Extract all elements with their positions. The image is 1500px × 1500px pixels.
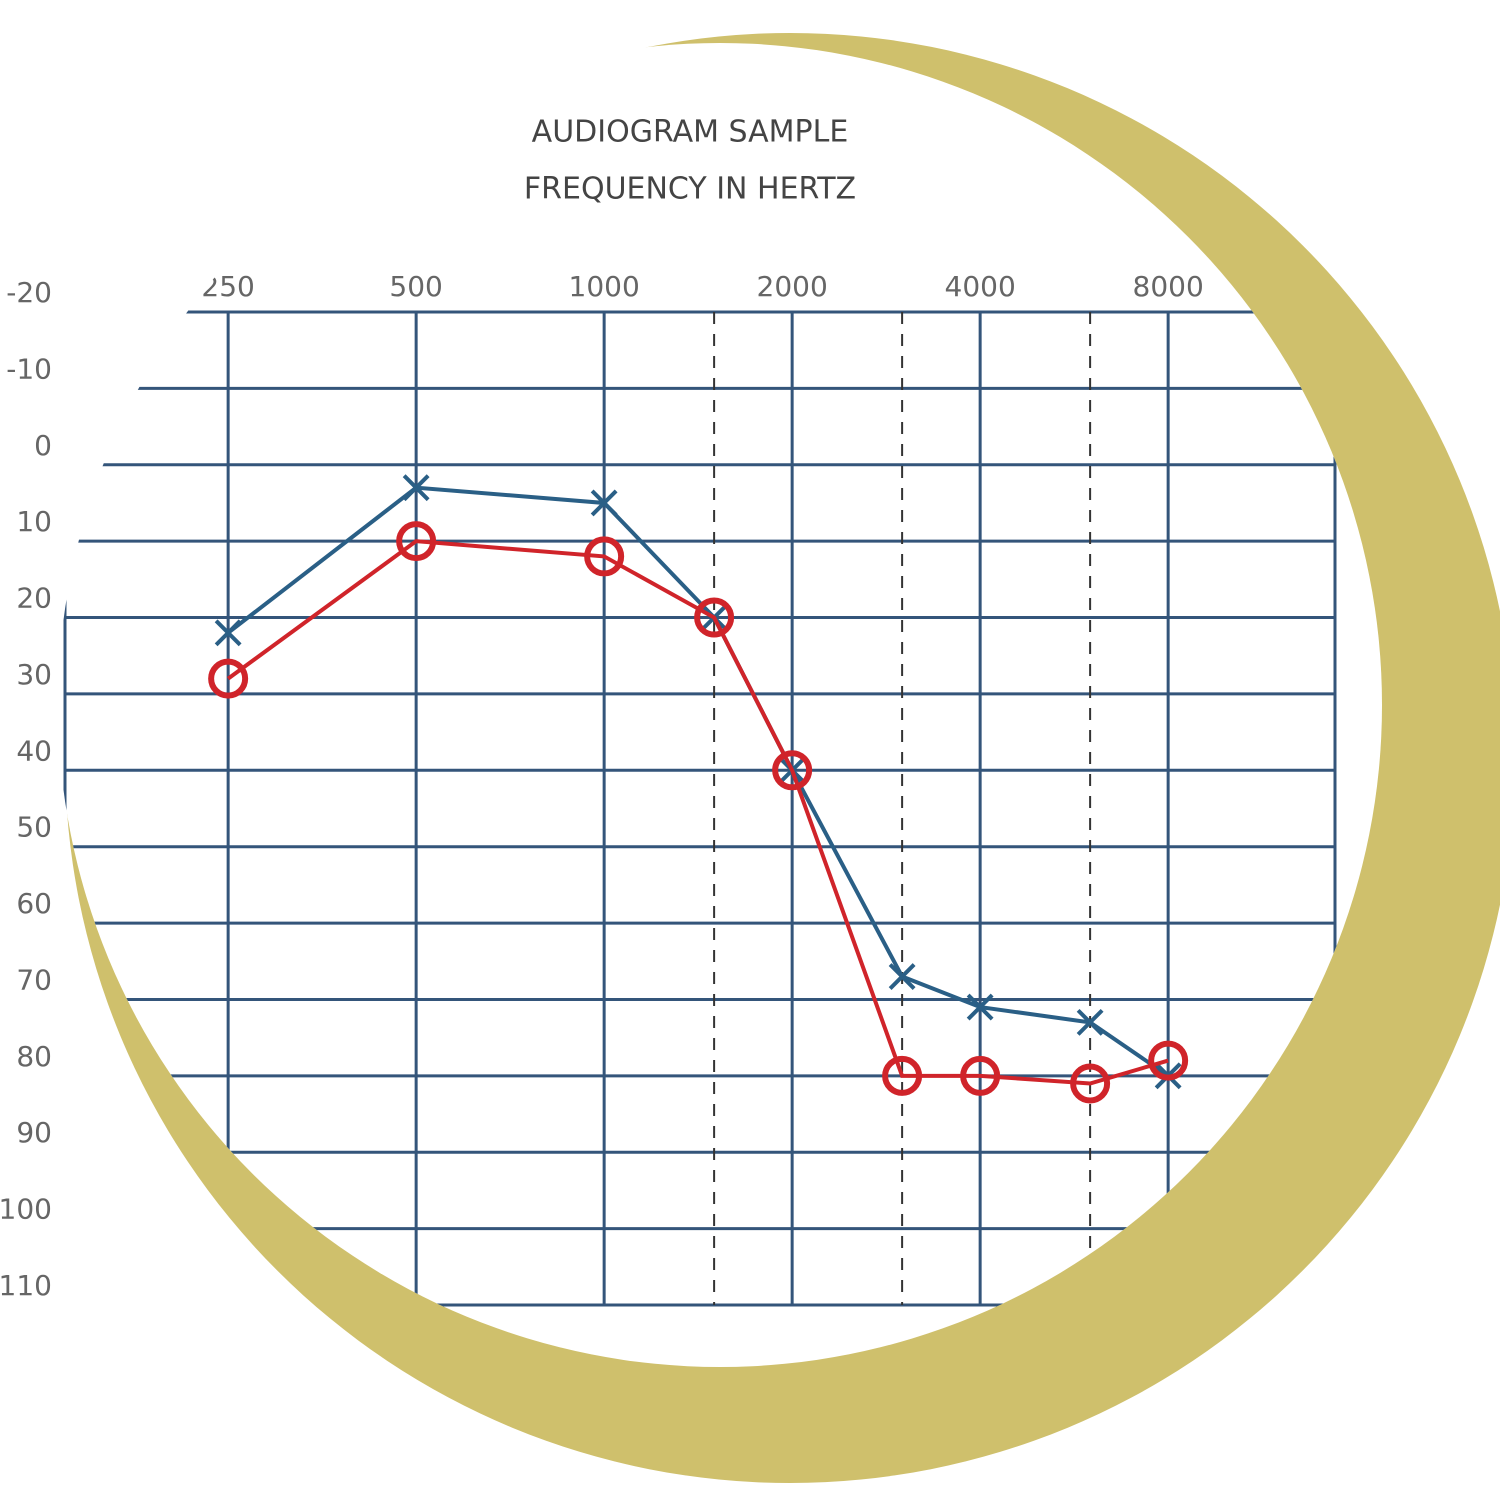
- white-disc: [58, 43, 1382, 1367]
- y-tick-label: 30: [16, 658, 52, 691]
- x-tick-label: 2000: [757, 270, 828, 303]
- marker-x: [402, 474, 430, 502]
- chart-title: AUDIOGRAM SAMPLE: [532, 115, 849, 150]
- marker-x: [888, 963, 916, 990]
- y-tick-label: 20: [16, 582, 52, 615]
- y-tick-label: 100: [0, 1193, 52, 1226]
- marker-o: [772, 750, 813, 791]
- y-tick-label: 10: [16, 505, 52, 538]
- marker-o: [208, 658, 249, 699]
- marker-o: [396, 521, 437, 562]
- y-tick-label: 110: [0, 1269, 52, 1302]
- marker-x: [590, 489, 618, 517]
- x-tick-label: 4000: [945, 270, 1016, 303]
- x-tick-label: 8000: [1133, 270, 1204, 303]
- marker-o: [584, 536, 625, 577]
- y-tick-label: 50: [16, 811, 52, 844]
- marker-o: [960, 1055, 1001, 1096]
- y-tick-label: 80: [16, 1040, 52, 1073]
- x-tick-label: 500: [389, 270, 442, 303]
- x-tick-label: 1000: [569, 270, 640, 303]
- marker-x: [214, 619, 242, 647]
- y-tick-label: -20: [6, 276, 52, 309]
- y-tick-label: 0: [34, 429, 52, 462]
- y-tick-label: 40: [16, 734, 52, 767]
- chart-subtitle: FREQUENCY IN HERTZ: [524, 172, 856, 207]
- y-tick-label: 70: [16, 963, 52, 996]
- y-tick-label: 60: [16, 887, 52, 920]
- y-tick-label: 90: [16, 1116, 52, 1149]
- x-tick-label: 250: [201, 270, 254, 303]
- marker-o: [1148, 1040, 1189, 1081]
- marker-o: [882, 1055, 923, 1096]
- marker-o: [694, 597, 735, 638]
- y-tick-label: -10: [6, 352, 52, 385]
- series-line: [226, 539, 1169, 1086]
- marker-x: [1076, 1008, 1104, 1036]
- marker-x: [966, 993, 994, 1021]
- marker-o: [1070, 1063, 1111, 1104]
